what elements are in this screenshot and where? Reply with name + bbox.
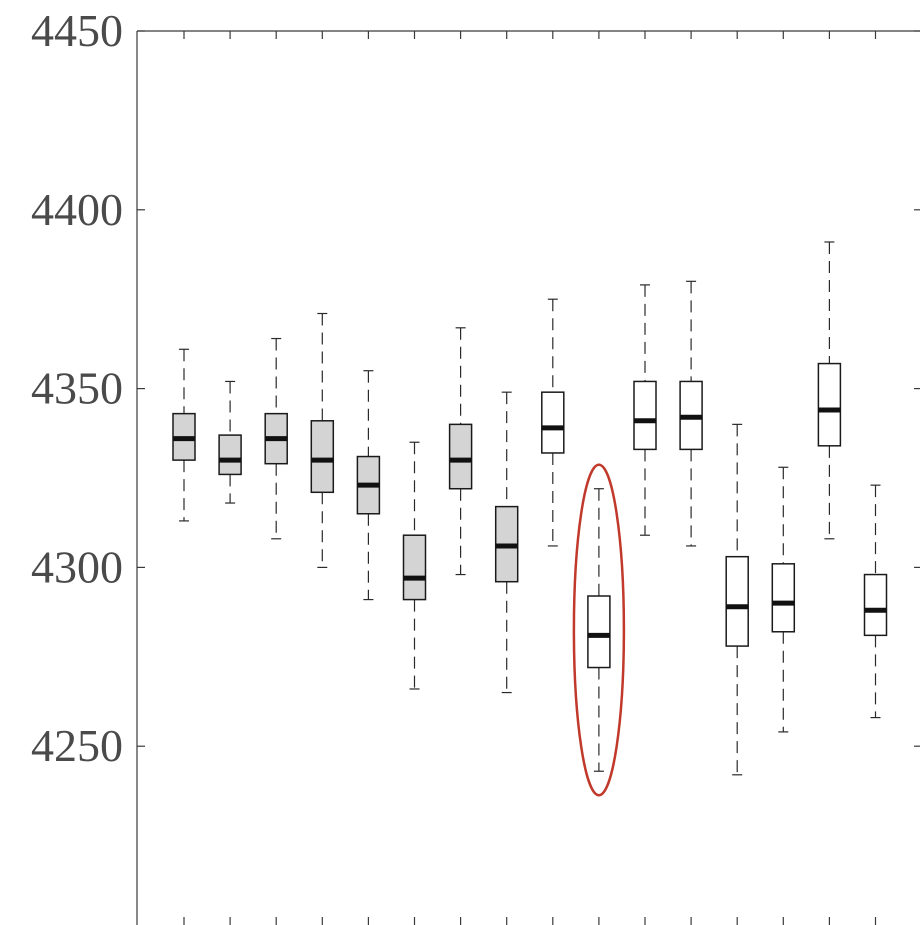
box-iqr — [633, 380, 657, 451]
box-group — [264, 337, 288, 540]
box-iqr — [725, 555, 749, 647]
box-iqr — [541, 391, 565, 454]
box-series — [172, 241, 888, 776]
box-group — [863, 484, 888, 719]
box-group — [633, 284, 657, 536]
box-iqr — [817, 362, 842, 447]
box-iqr — [310, 420, 335, 494]
box-iqr — [448, 423, 473, 490]
box-iqr — [218, 434, 242, 476]
y-tick-label: 4450 — [31, 5, 123, 56]
y-tick-label: 4400 — [31, 184, 123, 235]
box-group — [679, 280, 703, 547]
y-tick-label: 4300 — [31, 541, 123, 592]
box-group — [771, 466, 796, 733]
box-group — [218, 380, 242, 504]
box-iqr — [587, 595, 611, 669]
box-group — [494, 391, 519, 694]
axes: 4250 4300 4350 4400 4450 — [31, 5, 920, 925]
box-group — [402, 441, 427, 690]
box-group — [817, 241, 842, 540]
box-iqr — [863, 573, 888, 637]
box-group — [172, 348, 196, 522]
box-group — [310, 312, 335, 569]
box-group — [587, 488, 611, 772]
y-tick-label: 4250 — [31, 720, 123, 771]
box-group — [448, 327, 473, 576]
highlight-ellipse — [572, 463, 626, 797]
annotation-layer — [572, 463, 626, 797]
box-iqr — [771, 563, 796, 633]
box-iqr — [402, 534, 427, 601]
box-group — [541, 298, 565, 547]
box-group — [725, 423, 749, 776]
y-tick-label: 4350 — [31, 363, 123, 414]
box-group — [356, 370, 381, 601]
